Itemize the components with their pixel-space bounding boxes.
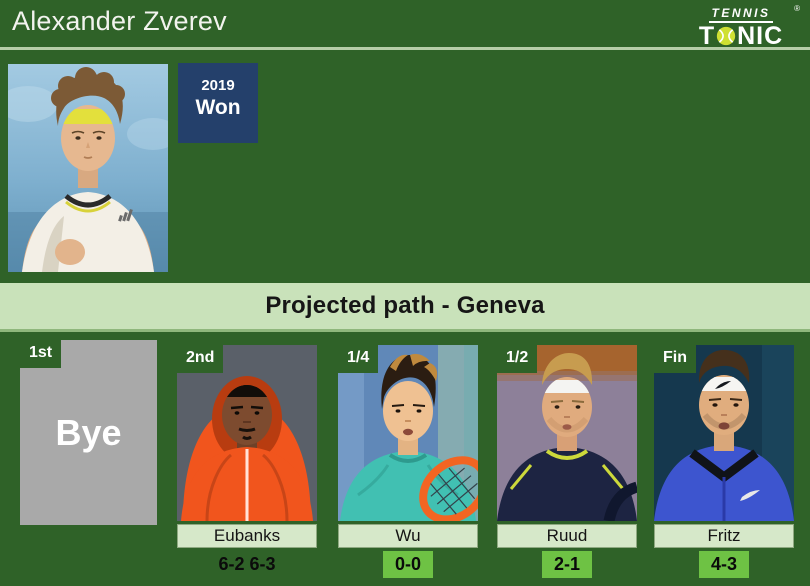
page-title: Alexander Zverev: [12, 6, 227, 36]
badge-result: Won: [195, 96, 241, 119]
round-label-final: Fin: [654, 345, 696, 373]
bye-label: Bye: [55, 411, 122, 453]
logo-tonic-text: T NIC: [682, 22, 800, 50]
zverev-photo[interactable]: [8, 64, 168, 272]
h2h-score-ruud: 2-1: [542, 551, 592, 578]
opponent-name-ruud[interactable]: Ruud: [497, 524, 637, 548]
round-column-quarterfinal: 1/4 Wu 0-0: [338, 345, 478, 586]
tennis-ball-icon: [716, 26, 736, 46]
round-label-2nd: 2nd: [177, 345, 224, 373]
logo-letters-nic: NIC: [737, 22, 784, 50]
opponent-name-eubanks[interactable]: Eubanks: [177, 524, 317, 548]
round-label-semifinal: 1/2: [497, 345, 538, 373]
fritz-photo[interactable]: [654, 345, 794, 521]
wu-photo[interactable]: [338, 345, 478, 521]
section-band: Projected path - Geneva: [0, 283, 810, 332]
round-label-quarterfinal: 1/4: [338, 345, 379, 373]
registered-mark: ®: [794, 4, 800, 13]
round-column-2nd: 2nd Eubanks 6-2 6-3: [177, 345, 317, 586]
round-column-semifinal: 1/2 Ruud 2-1: [497, 345, 637, 586]
round-column-1st: Bye 1st: [20, 340, 157, 525]
round-column-final: Fin Fritz 4-3: [654, 345, 794, 586]
ruud-photo[interactable]: [497, 345, 637, 521]
section-title: Projected path - Geneva: [265, 292, 545, 319]
bye-box: Bye: [20, 340, 157, 525]
title-badge: 2019 Won: [178, 63, 258, 143]
h2h-score-fritz: 4-3: [699, 551, 749, 578]
eubanks-photo[interactable]: [177, 345, 317, 521]
badge-year: 2019: [201, 77, 235, 94]
opponent-name-wu[interactable]: Wu: [338, 524, 478, 548]
opponent-name-fritz[interactable]: Fritz: [654, 524, 794, 548]
round-label-1st: 1st: [20, 340, 62, 368]
logo-letter-t: T: [698, 22, 716, 50]
tennis-tonic-logo[interactable]: ® TENNIS T NIC: [682, 4, 800, 50]
logo-tennis-text: TENNIS: [709, 6, 773, 23]
h2h-score-wu: 0-0: [383, 551, 433, 578]
h2h-score-eubanks: 6-2 6-3: [218, 554, 276, 574]
header-divider: [0, 47, 810, 50]
